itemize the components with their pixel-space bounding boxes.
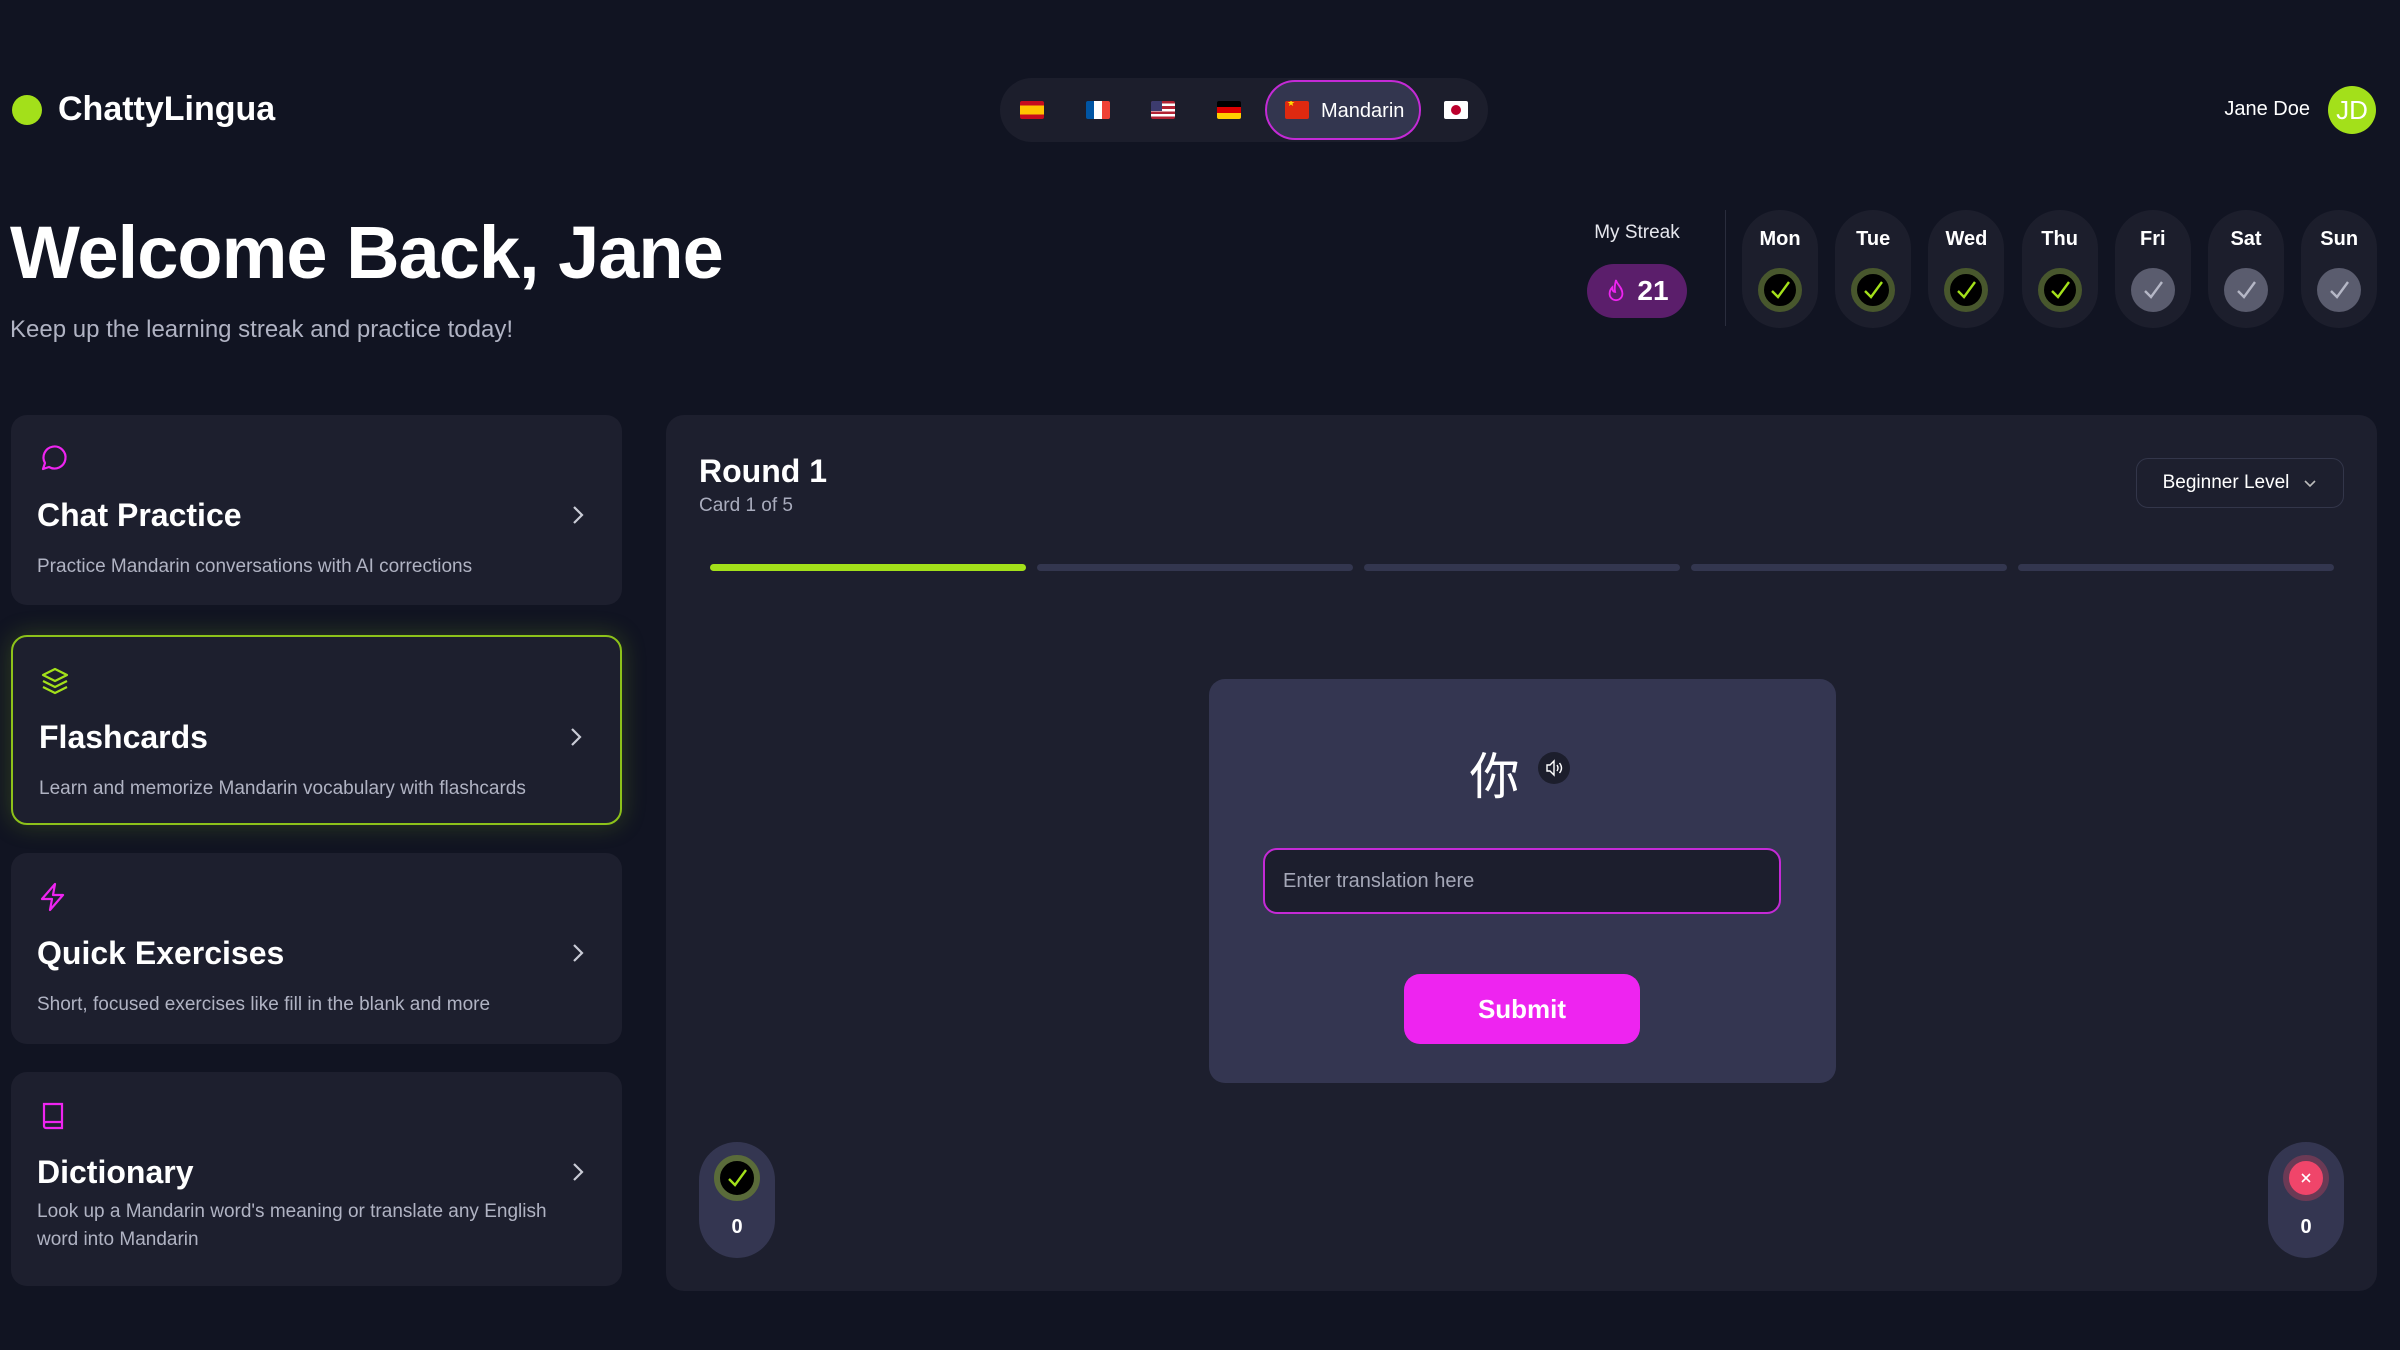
- chevron-right-icon: [571, 728, 582, 746]
- check-icon: [714, 1155, 760, 1201]
- mode-description: Short, focused exercises like fill in th…: [37, 994, 491, 1015]
- check-pending-icon: [2130, 268, 2175, 312]
- flashcard-word: 你: [1469, 748, 1520, 806]
- day-label: Tue: [1856, 228, 1891, 250]
- wrong-count: 0: [2300, 1216, 2312, 1238]
- card-progress: Card 1 of 5: [699, 495, 793, 516]
- chevron-right-icon: [573, 944, 584, 962]
- user-name: Jane Doe: [2224, 98, 2310, 120]
- progress-segment: [1691, 564, 2007, 571]
- app-name: ChattyLingua: [58, 90, 276, 128]
- language-label: Mandarin: [1321, 100, 1405, 122]
- language-switcher: Mandarin: [1000, 78, 1488, 142]
- submit-button[interactable]: Submit: [1404, 974, 1640, 1044]
- divider: [1725, 210, 1726, 326]
- avatar[interactable]: JD: [2328, 86, 2376, 134]
- check-pending-icon: [2224, 268, 2268, 312]
- chat-bubble-icon: [41, 445, 67, 471]
- streak-day-sat: Sat: [2208, 210, 2284, 328]
- day-label: Mon: [1759, 228, 1801, 250]
- logo-dot: [12, 95, 42, 125]
- progress-segment: [2018, 564, 2334, 571]
- day-label: Sat: [2230, 228, 2262, 250]
- day-label: Wed: [1945, 228, 1988, 250]
- translation-input[interactable]: [1263, 848, 1781, 914]
- chevron-down-icon: [2304, 480, 2316, 488]
- check-complete-icon: [1944, 268, 1989, 312]
- streak-count: 21: [1637, 275, 1669, 306]
- language-option-mandarin[interactable]: Mandarin: [1265, 80, 1421, 140]
- layers-icon: [41, 667, 69, 695]
- streak-day-mon: Mon: [1742, 210, 1818, 328]
- chevron-right-icon: [573, 506, 584, 524]
- mode-title: Dictionary: [37, 1154, 194, 1190]
- speaker-button[interactable]: [1538, 752, 1570, 784]
- mode-title: Quick Exercises: [37, 935, 285, 971]
- page-subtitle: Keep up the learning streak and practice…: [10, 316, 513, 343]
- chevron-right-icon: [573, 1163, 584, 1181]
- correct-counter: 0: [699, 1142, 775, 1258]
- speaker-icon: [1546, 759, 1563, 777]
- france-flag-icon[interactable]: [1086, 101, 1110, 119]
- check-complete-icon: [1851, 268, 1896, 312]
- progress-segment: [710, 564, 1026, 571]
- flashcard-panel: Round 1 Card 1 of 5 Beginner Level 你 Sub…: [666, 415, 2377, 1291]
- mode-title: Flashcards: [39, 719, 208, 755]
- correct-count: 0: [731, 1216, 743, 1238]
- japan-flag-icon[interactable]: [1444, 101, 1468, 119]
- lightning-icon: [40, 882, 65, 912]
- mode-title: Chat Practice: [37, 497, 242, 533]
- mode-card-quick-exercises[interactable]: Quick Exercises Short, focused exercises …: [11, 853, 622, 1044]
- progress-segment: [1364, 564, 1680, 571]
- day-label: Thu: [2041, 228, 2078, 250]
- level-label: Beginner Level: [2162, 472, 2290, 493]
- round-title: Round 1: [699, 453, 827, 489]
- day-label: Fri: [2140, 228, 2166, 250]
- flame-icon: [1609, 279, 1624, 302]
- usa-flag-icon[interactable]: [1151, 101, 1175, 119]
- level-dropdown[interactable]: Beginner Level: [2136, 458, 2344, 508]
- china-flag-icon: [1285, 101, 1309, 119]
- check-complete-icon: [2037, 268, 2082, 312]
- flashcard: 你 Submit: [1209, 679, 1836, 1083]
- page-title: Welcome Back, Jane: [10, 211, 724, 294]
- day-label: Sun: [2320, 228, 2359, 250]
- progress-segment: [1037, 564, 1353, 571]
- germany-flag-icon[interactable]: [1217, 101, 1241, 119]
- book-icon: [42, 1102, 64, 1130]
- mode-description: Look up a Mandarin word's meaning or tra…: [37, 1201, 547, 1250]
- streak-day-wed: Wed: [1928, 210, 2005, 328]
- streak-day-sun: Sun: [2301, 210, 2378, 328]
- mode-description: Learn and memorize Mandarin vocabulary w…: [39, 778, 526, 799]
- streak-day-fri: Fri: [2114, 210, 2191, 328]
- mode-description: Practice Mandarin conversations with AI …: [37, 556, 473, 577]
- wrong-counter: 0: [2268, 1142, 2344, 1258]
- mode-card-chat-practice[interactable]: Chat Practice Practice Mandarin conversat…: [11, 415, 622, 605]
- mode-card-dictionary[interactable]: Dictionary Look up a Mandarin word's mean…: [11, 1072, 622, 1286]
- streak-badge: 21: [1587, 264, 1687, 318]
- check-pending-icon: [2317, 268, 2362, 312]
- mode-card-flashcards[interactable]: Flashcards Learn and memorize Mandarin vo…: [11, 635, 622, 825]
- spain-flag-icon[interactable]: [1020, 101, 1044, 119]
- streak-day-thu: Thu: [2021, 210, 2098, 328]
- x-icon: [2283, 1155, 2329, 1201]
- check-complete-icon: [1758, 268, 1802, 312]
- streak-day-tue: Tue: [1835, 210, 1912, 328]
- streak-label: My Streak: [1594, 222, 1680, 243]
